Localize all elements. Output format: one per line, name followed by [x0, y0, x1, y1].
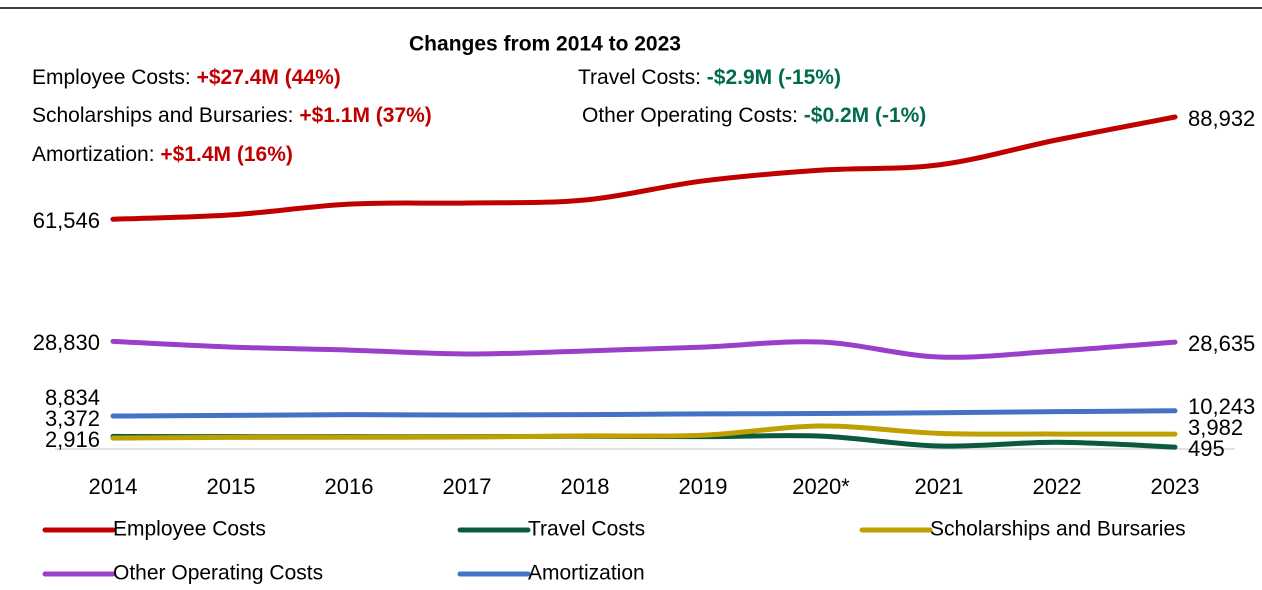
x-tick-label: 2020* [792, 474, 850, 499]
legend-label: Amortization [528, 562, 645, 585]
x-tick-label: 2019 [679, 474, 728, 499]
value-label: 28,830 [33, 330, 100, 355]
x-tick-label: 2016 [325, 474, 374, 499]
value-label: 10,243 [1188, 394, 1255, 419]
value-label: 88,932 [1188, 106, 1255, 131]
series-line [110, 114, 1178, 222]
value-label: 495 [1188, 436, 1225, 461]
x-tick-label: 2021 [915, 474, 964, 499]
annotation-value: -$2.9M (-15%) [707, 66, 841, 89]
value-label: 3,982 [1188, 415, 1243, 440]
value-label: 28,635 [1188, 331, 1255, 356]
annotation-label: Other Operating Costs: [582, 104, 798, 127]
annotation-value: -$0.2M (-1%) [804, 104, 927, 127]
x-tick-label: 2014 [89, 474, 138, 499]
legend-label: Travel Costs [528, 518, 645, 541]
series-line [110, 338, 1178, 360]
legend-label: Other Operating Costs [113, 562, 323, 585]
annotation: Amortization: +$1.4M (16%) [32, 143, 293, 166]
annotation-label: Scholarships and Bursaries: [32, 104, 293, 127]
value-label: 8,834 [45, 385, 100, 410]
x-tick-label: 2018 [561, 474, 610, 499]
x-tick-label: 2017 [443, 474, 492, 499]
series-line [110, 423, 1178, 441]
annotation-value: +$1.1M (37%) [299, 104, 431, 127]
legend-label: Scholarships and Bursaries [930, 518, 1186, 541]
legend-label: Employee Costs [113, 518, 266, 541]
value-label: 3,372 [45, 406, 100, 431]
annotation-label: Travel Costs: [578, 66, 701, 89]
x-tick-label: 2023 [1151, 474, 1200, 499]
x-tick-label: 2022 [1033, 474, 1082, 499]
annotation-value: +$27.4M (44%) [197, 66, 341, 89]
chart-title: Changes from 2014 to 2023 [409, 33, 681, 56]
annotation: Employee Costs: +$27.4M (44%) [32, 66, 341, 89]
series-line [110, 408, 1178, 419]
value-label: 2,916 [45, 427, 100, 452]
annotation: Travel Costs: -$2.9M (-15%) [578, 66, 841, 89]
annotation-label: Amortization: [32, 143, 155, 166]
annotation-label: Employee Costs: [32, 66, 191, 89]
annotation: Scholarships and Bursaries: +$1.1M (37%) [32, 104, 432, 127]
annotation-value: +$1.4M (16%) [160, 143, 292, 166]
x-tick-label: 2015 [207, 474, 256, 499]
value-label: 61,546 [33, 208, 100, 233]
annotation: Other Operating Costs: -$0.2M (-1%) [582, 104, 926, 127]
